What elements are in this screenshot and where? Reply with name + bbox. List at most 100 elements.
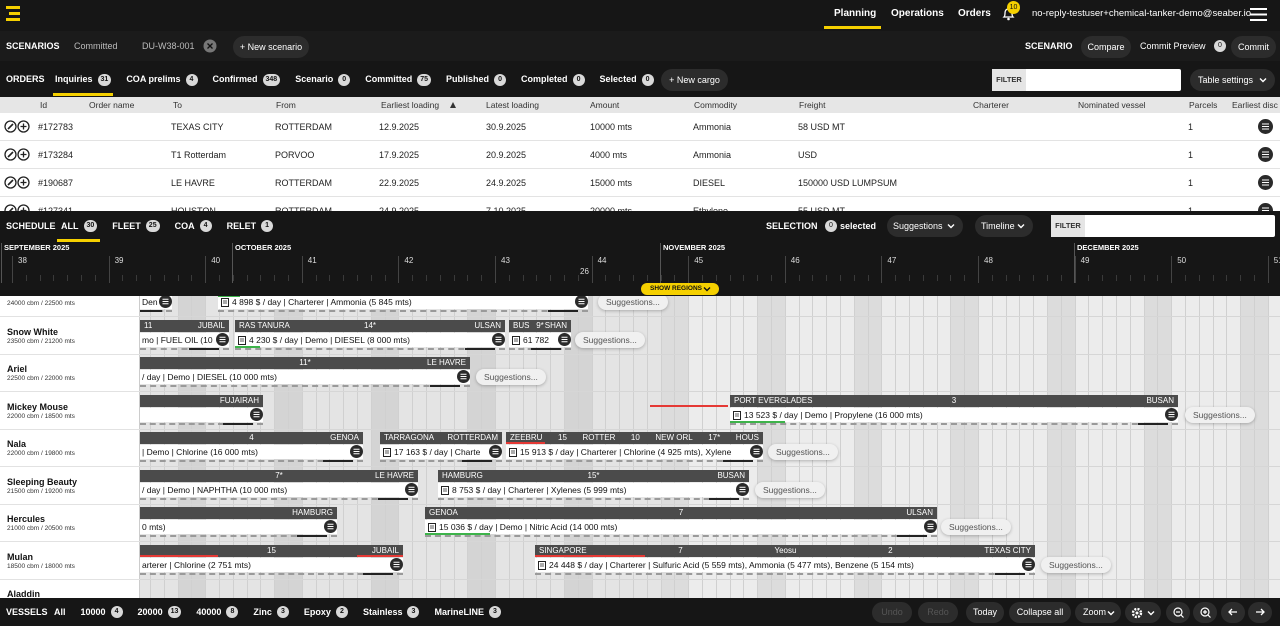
vessel-name[interactable]: Mulan (7, 551, 33, 562)
collapse-button[interactable]: Collapse all (1009, 602, 1071, 623)
day-line (1240, 296, 1242, 598)
vessel-name[interactable]: Aladdin (7, 589, 40, 598)
suggestions-pill[interactable]: Suggestions... (1041, 556, 1111, 573)
tab-count: 4 (185, 73, 198, 86)
table-cell: Ammonia (693, 150, 732, 160)
port-label: PORT EVERGLADES (734, 395, 813, 405)
vessel-filter[interactable]: Stainless 3 (363, 599, 420, 625)
compare-button[interactable]: Compare (1081, 36, 1131, 58)
table-settings-button[interactable]: Table settings (1190, 69, 1275, 91)
icon-shape (385, 450, 389, 454)
tab-name: Scenario (295, 74, 334, 84)
scenario-tab[interactable]: Committed (74, 41, 118, 51)
week-label: 39 (114, 256, 124, 265)
table-cell: 20.9.2025 (486, 150, 527, 160)
undo-button[interactable]: Undo (872, 602, 912, 623)
edit-icon (4, 148, 17, 161)
voyage-header: HAMBURG 15* BUSAN (438, 469, 749, 482)
suggestions-pill[interactable]: Suggestions... (941, 519, 1011, 535)
order-tab[interactable]: Published 0 (446, 66, 507, 93)
bar-menu (575, 296, 588, 308)
status-line (506, 442, 545, 444)
day-line (1129, 296, 1131, 598)
commit-button[interactable]: Commit (1231, 36, 1276, 58)
vessel-name[interactable]: Ariel (7, 364, 28, 374)
schedule-tab[interactable]: COA 4 (175, 212, 212, 240)
commit-preview[interactable]: Commit Preview (1140, 41, 1206, 51)
vessel-filter[interactable]: MarineLINE 3 (434, 599, 501, 625)
day-tick (453, 275, 455, 281)
port-label: JUBAIL (371, 545, 399, 555)
icon-shape (1258, 203, 1273, 211)
weekend-column (1254, 296, 1268, 598)
table-header (0, 97, 1280, 113)
tab-name: ALL (61, 221, 79, 231)
show-regions-button[interactable]: SHOW REGIONS (641, 283, 719, 295)
vessel-name[interactable]: Mickey Mouse (7, 401, 69, 412)
timeline-button[interactable]: Timeline (975, 215, 1033, 237)
icon-shape (511, 450, 515, 454)
suggestions-pill[interactable]: Suggestions... (768, 444, 838, 460)
vessel-filter[interactable]: All (54, 599, 66, 625)
suggestions-pill[interactable]: Suggestions... (575, 331, 645, 348)
icon-shape (540, 563, 544, 566)
zoom-button[interactable]: Zoom (1075, 602, 1121, 623)
schedule-tab[interactable]: FLEET 25 (112, 212, 160, 240)
order-tab[interactable]: COA prelims 4 (126, 66, 198, 93)
vessel-name[interactable]: Sleeping Beauty (7, 476, 78, 487)
week-tick (495, 256, 496, 283)
icon-shape (538, 560, 546, 570)
filter-box[interactable]: FILTER (992, 69, 1181, 91)
user-email[interactable]: no-reply-testuser+chemical-tanker-demo@s… (1032, 8, 1252, 19)
day-tick (1102, 275, 1104, 281)
icon-shape (17, 176, 30, 189)
day-tick (329, 275, 331, 281)
settings-button[interactable] (1125, 602, 1161, 623)
suggestions-pill[interactable]: Suggestions... (1185, 406, 1255, 423)
nav-link[interactable]: Planning (834, 8, 877, 19)
scenario-tab[interactable]: DU-W38-001 (142, 41, 195, 51)
suggestions-pill[interactable]: Suggestions... (755, 481, 825, 498)
status-line (357, 554, 403, 557)
vessel-capacity: 23500 cbm / 21200 mts (7, 337, 75, 345)
vessel-filter[interactable]: Epoxy 2 (304, 599, 348, 625)
port-label: BUSAN (1146, 395, 1174, 405)
vessel-filter[interactable]: 20000 13 (138, 599, 182, 625)
suggestions-pill[interactable]: Suggestions... (598, 296, 668, 310)
schedule-tab[interactable]: RELET 1 (227, 212, 274, 240)
order-tab[interactable]: Completed 0 (521, 66, 585, 93)
end-line (548, 310, 578, 312)
nav-link[interactable]: Orders (958, 8, 991, 19)
port-label: 2 (888, 545, 893, 555)
order-tab[interactable]: Confirmed 348 (213, 66, 281, 93)
vessel-filter[interactable]: 10000 4 (81, 599, 123, 625)
day-tick (1226, 275, 1228, 281)
order-tab[interactable]: Selected 0 (600, 66, 654, 93)
vessel-filter[interactable]: 40000 8 (196, 599, 239, 625)
nav-link[interactable]: Operations (891, 8, 944, 19)
vessel-name[interactable]: Snow White (7, 326, 58, 337)
filter-box[interactable]: FILTER (1051, 215, 1275, 237)
order-tab[interactable]: Committed 75 (365, 66, 432, 93)
filter-name: 20000 (137, 607, 163, 617)
vessel-name[interactable]: Hercules (7, 514, 46, 524)
schedule-tab[interactable]: ALL 30 (61, 212, 98, 240)
vessel-name[interactable]: Nala (7, 439, 27, 449)
suggestions-pill[interactable]: Suggestions... (476, 369, 546, 385)
new-scenario-button[interactable]: + New scenario (233, 36, 309, 58)
redo-button[interactable]: Redo (918, 602, 958, 623)
detail-text: 15 036 $ / day | Demo | Nitric Acid (14 … (439, 522, 618, 532)
icon-shape (1228, 608, 1237, 616)
today-button[interactable]: Today (966, 602, 1004, 623)
tab-count: 0 (572, 73, 585, 86)
icon-shape (1025, 561, 1032, 567)
week-tick (301, 256, 303, 283)
tab-name: Inquiries (55, 74, 93, 84)
new-cargo-button[interactable]: + New cargo (661, 69, 728, 91)
order-tab[interactable]: Inquiries 31 (55, 66, 112, 93)
order-tab[interactable]: Scenario 0 (295, 66, 351, 93)
icon-shape (1173, 607, 1183, 617)
vessel-filter[interactable]: Zinc 3 (253, 599, 289, 625)
suggestions-button[interactable]: Suggestions (887, 215, 963, 237)
icon-shape (947, 224, 955, 229)
